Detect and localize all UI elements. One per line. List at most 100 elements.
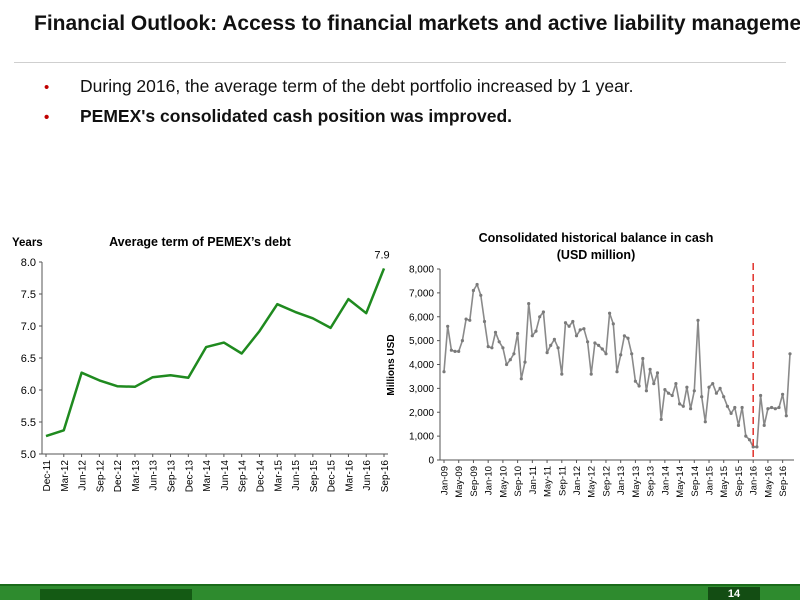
- x-tick-label: May-14: [675, 466, 686, 498]
- data-point: [637, 384, 641, 388]
- data-point: [619, 353, 623, 357]
- data-point: [556, 346, 560, 350]
- data-point: [490, 346, 494, 350]
- x-tick-label: Sep-14: [690, 466, 701, 497]
- data-point: [460, 339, 464, 343]
- page-number: 14: [708, 587, 760, 600]
- data-point: [784, 414, 788, 418]
- x-tick-label: Sep-15: [309, 460, 320, 493]
- data-point: [714, 391, 718, 395]
- data-point: [475, 282, 479, 287]
- y-tick-label: 5.5: [21, 417, 36, 429]
- x-tick-label: Sep-16: [778, 466, 789, 497]
- data-point: [457, 349, 461, 353]
- data-labels: 7.9: [374, 249, 389, 261]
- data-point: [777, 405, 781, 410]
- y-tick-label: 5.0: [21, 449, 36, 461]
- bullet-dot: •: [44, 109, 50, 126]
- y-tick-label: 1,000: [409, 432, 434, 443]
- data-point: [464, 317, 468, 321]
- y-tick-label: 6.5: [21, 353, 36, 365]
- y-tick-label: 7.0: [21, 321, 36, 333]
- data-point: [519, 377, 523, 381]
- x-tick-label: Jun-12: [78, 460, 89, 491]
- slide-title: Financial Outlook: Access to financial m…: [34, 12, 800, 35]
- data-point: [630, 352, 634, 356]
- x-tick-label: Sep-16: [380, 460, 391, 493]
- data-point: [534, 329, 538, 333]
- footer-accent-line: [0, 584, 800, 586]
- data-point: [449, 348, 453, 352]
- x-tick-label: Jan-16: [749, 466, 760, 495]
- x-tick-label: May-09: [454, 466, 465, 498]
- data-point: [707, 385, 711, 389]
- x-tick-label: May-13: [631, 466, 642, 498]
- data-point: [733, 405, 737, 410]
- data-point: [766, 407, 770, 411]
- data-point: [501, 346, 505, 350]
- x-tick-label: Jun-16: [362, 460, 373, 491]
- y-axis-ticks: 5.0 5.5 6.0 6.5 7.0 7.5 8.0: [21, 257, 42, 461]
- data-point: [497, 340, 501, 344]
- data-point: [493, 330, 498, 334]
- x-tick-label: Sep-13: [646, 466, 657, 497]
- y-tick-label: 7,000: [409, 288, 434, 299]
- y-tick-label: 6.0: [21, 385, 36, 397]
- data-point: [685, 385, 689, 389]
- bullet-text: PEMEX's consolidated cash position was i…: [80, 106, 513, 126]
- data-point: [648, 367, 652, 371]
- x-tick-label: Mar-13: [131, 460, 142, 492]
- y-tick-label: 2,000: [409, 408, 434, 419]
- x-tick-label: Mar-16: [344, 460, 355, 492]
- data-point: [589, 372, 593, 376]
- data-point: [711, 382, 715, 386]
- data-point: [674, 382, 678, 386]
- data-point: [505, 362, 509, 367]
- chart-title: Consolidated historical balance in cash: [479, 231, 714, 245]
- chart-axes: [41, 262, 388, 455]
- x-tick-label: Jun-15: [291, 460, 302, 491]
- y-axis-ticks: 0 1,000 2,000 3,000 4,000 5,000 6,000 7,000 8,00…: [409, 265, 440, 467]
- chart-subtitle: (USD million): [557, 248, 635, 262]
- footer-bar: [0, 584, 800, 600]
- y-tick-label: 7.5: [21, 289, 36, 301]
- x-tick-label: Sep-11: [557, 466, 568, 496]
- chart-axes: [439, 269, 794, 461]
- y-tick-label: 3,000: [409, 384, 434, 395]
- data-point: [516, 331, 520, 336]
- data-point: [659, 417, 663, 421]
- series-markers: [442, 282, 792, 449]
- data-point: [615, 370, 619, 374]
- data-point: [604, 352, 608, 356]
- x-tick-label: Sep-10: [513, 466, 524, 497]
- x-tick-label: Dec-15: [327, 460, 338, 493]
- data-point: [567, 324, 571, 328]
- x-tick-label: Jan-13: [616, 466, 627, 495]
- data-point: [689, 407, 693, 411]
- data-point: [747, 438, 752, 442]
- x-tick-label: Dec-11: [42, 460, 53, 492]
- data-point: [512, 352, 516, 356]
- x-tick-label: Sep-13: [167, 460, 178, 493]
- data-point: [578, 328, 582, 332]
- data-point: [755, 445, 759, 449]
- data-point: [608, 311, 612, 315]
- x-tick-label: Jan-10: [484, 466, 495, 495]
- data-point: [744, 434, 748, 438]
- data-point: [600, 347, 604, 351]
- data-label: 7.9: [374, 249, 389, 261]
- x-tick-label: Sep-12: [95, 460, 106, 493]
- data-point: [549, 343, 553, 347]
- data-point: [574, 334, 579, 338]
- data-point: [482, 319, 487, 324]
- data-point: [633, 379, 637, 383]
- data-point: [471, 288, 475, 293]
- data-point: [442, 370, 446, 374]
- data-point: [692, 389, 696, 393]
- data-point: [770, 405, 774, 410]
- bullet-item: • PEMEX's consolidated cash position was…: [44, 106, 634, 136]
- data-point: [468, 318, 472, 322]
- data-point: [446, 324, 450, 328]
- data-point: [644, 389, 648, 393]
- x-tick-label: Jan-14: [660, 466, 671, 495]
